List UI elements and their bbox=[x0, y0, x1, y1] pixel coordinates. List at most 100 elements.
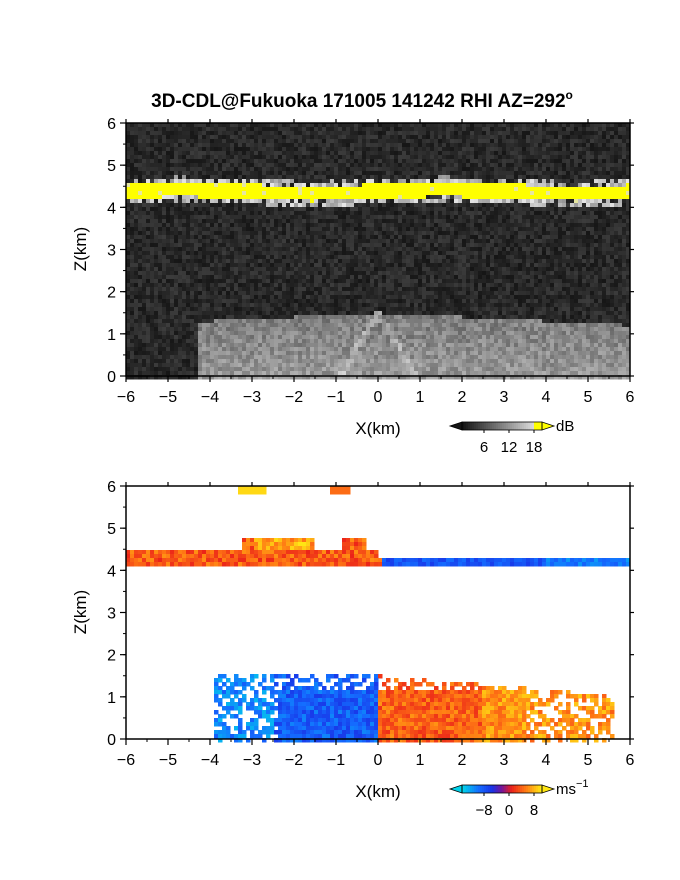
reflectivity-cell bbox=[218, 147, 223, 152]
reflectivity-cell bbox=[354, 211, 359, 216]
reflectivity-cell bbox=[518, 151, 523, 156]
reflectivity-cell bbox=[226, 243, 231, 248]
reflectivity-cell bbox=[498, 171, 503, 176]
reflectivity-cell bbox=[562, 203, 567, 208]
reflectivity-cell bbox=[366, 207, 371, 212]
reflectivity-cell bbox=[154, 147, 159, 152]
reflectivity-cell bbox=[194, 235, 199, 240]
reflectivity-cell bbox=[326, 259, 331, 264]
reflectivity-cell bbox=[578, 147, 583, 152]
reflectivity-cell bbox=[574, 227, 579, 232]
reflectivity-cell bbox=[398, 275, 403, 280]
reflectivity-cell bbox=[198, 207, 203, 212]
reflectivity-cell bbox=[486, 195, 491, 200]
reflectivity-cell bbox=[450, 191, 455, 196]
reflectivity-cell bbox=[434, 235, 439, 240]
reflectivity-cell bbox=[258, 179, 263, 184]
reflectivity-cell bbox=[478, 155, 483, 160]
reflectivity-cell bbox=[550, 155, 555, 160]
reflectivity-cell bbox=[574, 159, 579, 164]
reflectivity-cell bbox=[490, 203, 495, 208]
reflectivity-cell bbox=[566, 147, 571, 152]
reflectivity-cell bbox=[246, 247, 251, 252]
reflectivity-cell bbox=[622, 143, 627, 148]
reflectivity-cell bbox=[398, 251, 403, 256]
reflectivity-cell bbox=[354, 187, 359, 192]
reflectivity-cell bbox=[266, 211, 271, 216]
reflectivity-cell bbox=[442, 139, 447, 144]
reflectivity-cell bbox=[142, 267, 147, 272]
reflectivity-cell bbox=[142, 175, 147, 180]
reflectivity-cell bbox=[610, 171, 615, 176]
reflectivity-cell bbox=[346, 267, 351, 272]
reflectivity-cell bbox=[586, 243, 591, 248]
reflectivity-cell bbox=[194, 167, 199, 172]
reflectivity-cell bbox=[182, 167, 187, 172]
reflectivity-cell bbox=[334, 243, 339, 248]
reflectivity-cell bbox=[582, 155, 587, 160]
reflectivity-cell bbox=[502, 215, 507, 220]
reflectivity-cell bbox=[282, 267, 287, 272]
reflectivity-cell bbox=[298, 239, 303, 244]
reflectivity-cell bbox=[546, 219, 551, 224]
reflectivity-cell bbox=[590, 247, 595, 252]
reflectivity-cell bbox=[422, 259, 427, 264]
reflectivity-cell bbox=[346, 203, 351, 208]
reflectivity-cell bbox=[178, 223, 183, 228]
reflectivity-cell bbox=[310, 275, 315, 280]
reflectivity-cell bbox=[454, 139, 459, 144]
reflectivity-cell bbox=[426, 135, 431, 140]
reflectivity-cell bbox=[470, 147, 475, 152]
reflectivity-cell bbox=[314, 187, 319, 192]
reflectivity-cell bbox=[218, 175, 223, 180]
reflectivity-cell bbox=[174, 187, 179, 192]
reflectivity-cell bbox=[218, 231, 223, 236]
reflectivity-cell bbox=[134, 187, 139, 192]
reflectivity-cell bbox=[246, 187, 251, 192]
reflectivity-cell bbox=[186, 251, 191, 256]
reflectivity-cell bbox=[418, 191, 423, 196]
reflectivity-cell bbox=[562, 159, 567, 164]
reflectivity-cell bbox=[358, 127, 363, 132]
reflectivity-cell bbox=[470, 127, 475, 132]
reflectivity-cell bbox=[174, 239, 179, 244]
reflectivity-cell bbox=[470, 167, 475, 172]
reflectivity-cell bbox=[262, 195, 267, 200]
reflectivity-cell bbox=[402, 159, 407, 164]
reflectivity-cell bbox=[218, 227, 223, 232]
reflectivity-cell bbox=[250, 143, 255, 148]
reflectivity-cell bbox=[322, 211, 327, 216]
reflectivity-cell bbox=[430, 139, 435, 144]
reflectivity-cell bbox=[582, 199, 587, 204]
reflectivity-cell bbox=[594, 139, 599, 144]
reflectivity-cell bbox=[278, 227, 283, 232]
reflectivity-cell bbox=[310, 187, 315, 192]
reflectivity-cell bbox=[302, 279, 307, 284]
reflectivity-cell bbox=[606, 215, 611, 220]
reflectivity-cell bbox=[506, 139, 511, 144]
reflectivity-cell bbox=[562, 207, 567, 212]
reflectivity-cell bbox=[594, 223, 599, 228]
reflectivity-cell bbox=[550, 195, 555, 200]
reflectivity-cell bbox=[530, 235, 535, 240]
reflectivity-cell bbox=[394, 135, 399, 140]
reflectivity-cell bbox=[402, 247, 407, 252]
reflectivity-cell bbox=[230, 239, 235, 244]
reflectivity-cell bbox=[230, 271, 235, 276]
reflectivity-cell bbox=[134, 167, 139, 172]
reflectivity-cell bbox=[622, 223, 627, 228]
reflectivity-cell bbox=[334, 219, 339, 224]
reflectivity-cell bbox=[374, 195, 379, 200]
reflectivity-cell bbox=[562, 227, 567, 232]
reflectivity-cell bbox=[614, 131, 619, 136]
reflectivity-cell bbox=[586, 207, 591, 212]
reflectivity-cell bbox=[602, 135, 607, 140]
reflectivity-cell bbox=[134, 199, 139, 204]
reflectivity-cell bbox=[338, 255, 343, 260]
reflectivity-cell bbox=[290, 267, 295, 272]
reflectivity-cell bbox=[146, 267, 151, 272]
reflectivity-cell bbox=[202, 167, 207, 172]
reflectivity-cell bbox=[214, 167, 219, 172]
reflectivity-cell bbox=[378, 187, 383, 192]
reflectivity-cell bbox=[490, 143, 495, 148]
